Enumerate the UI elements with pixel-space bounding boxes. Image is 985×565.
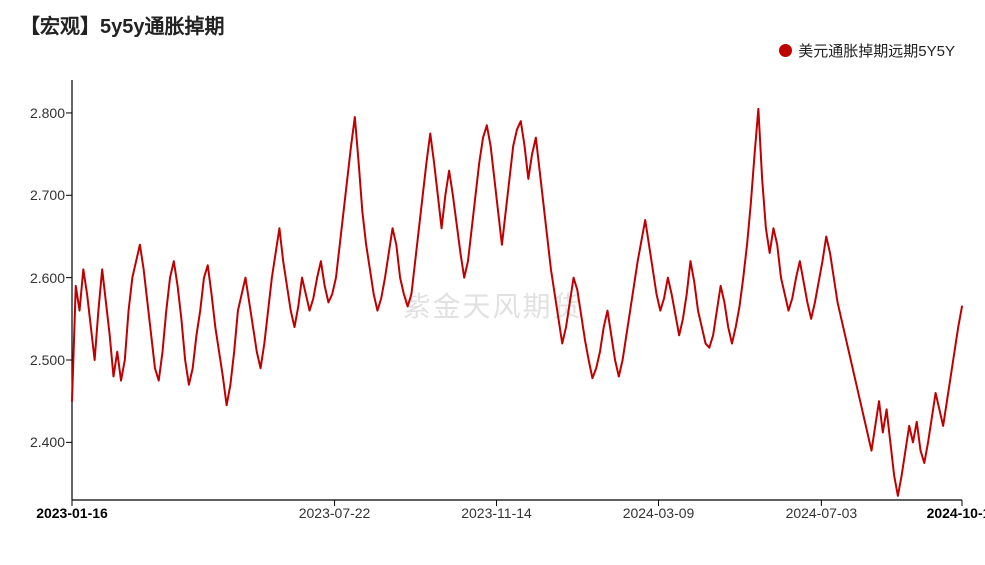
plot-area <box>72 80 962 500</box>
chart-legend: 美元通胀掉期远期5Y5Y <box>779 40 955 61</box>
plot-svg <box>72 80 962 500</box>
x-tick-label: 2023-11-14 <box>461 505 532 521</box>
x-tick-label: 2023-01-16 <box>36 505 108 521</box>
legend-label: 美元通胀掉期远期5Y5Y <box>798 40 955 61</box>
y-tick-label: 2.600 <box>15 270 65 286</box>
x-tick-label: 2024-10-11 <box>927 505 985 521</box>
y-tick-label: 2.500 <box>15 352 65 368</box>
x-tick-label: 2023-07-22 <box>299 505 371 521</box>
line-series <box>72 109 962 496</box>
legend-marker-icon <box>779 44 792 57</box>
x-tick-label: 2024-03-09 <box>623 505 695 521</box>
y-tick-label: 2.800 <box>15 105 65 121</box>
x-tick-label: 2024-07-03 <box>786 505 858 521</box>
y-tick-label: 2.700 <box>15 187 65 203</box>
y-tick-label: 2.400 <box>15 434 65 450</box>
chart-container: 【宏观】5y5y通胀掉期 美元通胀掉期远期5Y5Y 紫金天风期货 2.4002.… <box>0 0 985 565</box>
chart-title: 【宏观】5y5y通胀掉期 <box>20 10 225 39</box>
